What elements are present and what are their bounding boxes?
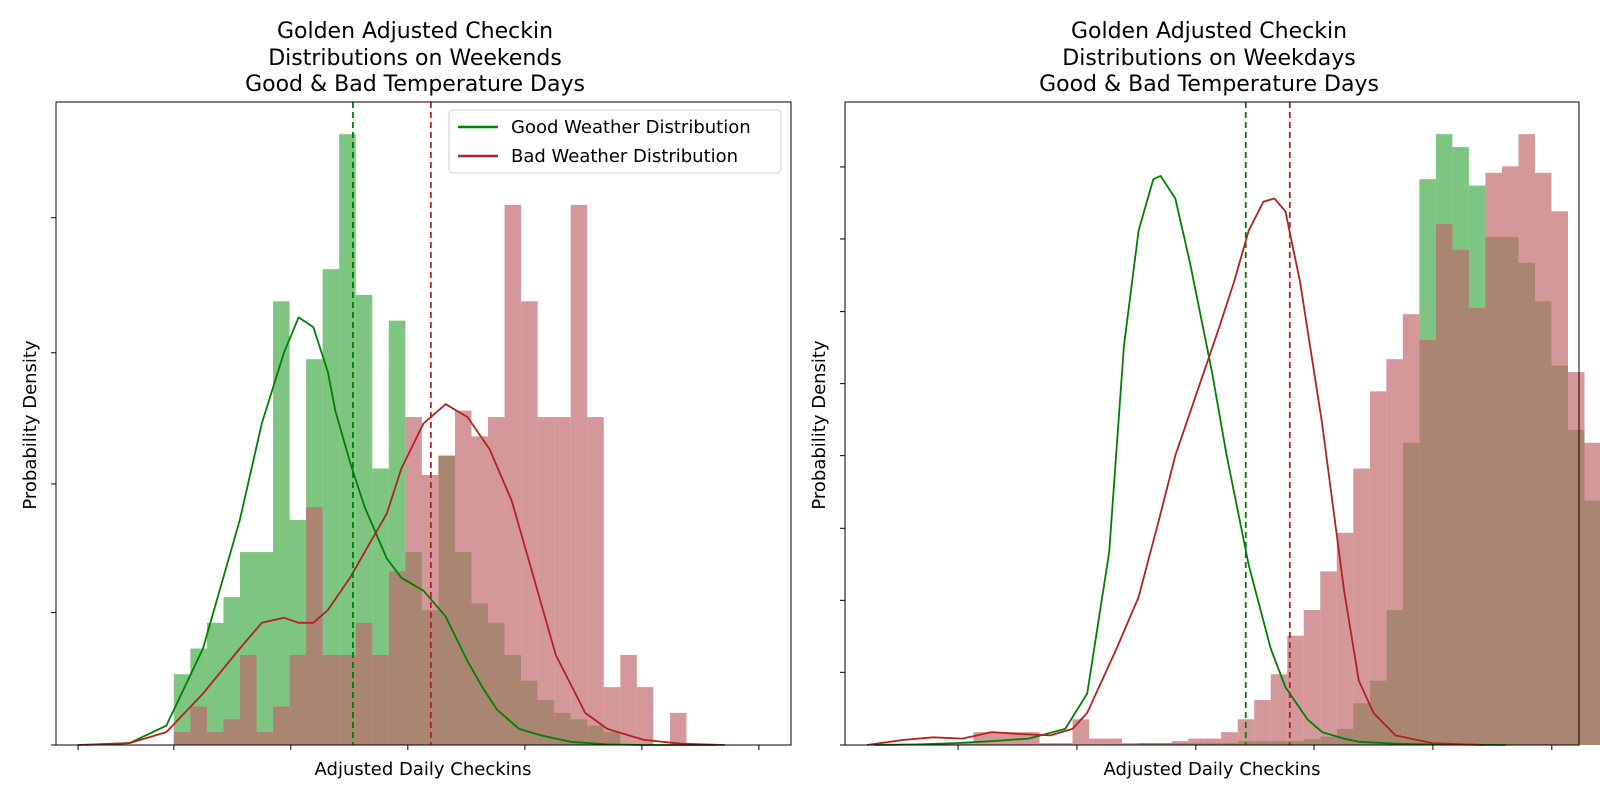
histogram-bar-bad — [1369, 391, 1387, 745]
histogram-bar-bad — [603, 687, 621, 745]
histogram-bar-bad — [1452, 249, 1469, 745]
histogram-bar-bad — [1551, 211, 1568, 745]
histogram-bar-bad — [1039, 743, 1057, 745]
histogram-bar-bad — [388, 571, 406, 745]
histogram-bar-bad — [355, 622, 373, 745]
histogram-bar-bad — [636, 687, 654, 745]
histogram-bar-bad — [1254, 699, 1271, 745]
histogram-bar-bad — [1386, 359, 1403, 745]
histogram-bar-bad — [1270, 674, 1288, 745]
histogram-bar-good — [339, 134, 356, 745]
histogram-bar-bad — [190, 706, 207, 745]
histogram-bar-bad — [471, 436, 489, 745]
histogram-bar-bad — [322, 654, 340, 745]
histogram-bar-good — [223, 597, 240, 745]
histogram-bar-bad — [989, 732, 1007, 745]
axes-frame — [844, 101, 1580, 746]
histogram-bar-bad — [1485, 172, 1502, 746]
plot-area-weekdays — [840, 102, 1600, 750]
histogram-bar-bad — [372, 654, 389, 745]
histogram-bar-bad — [454, 410, 472, 745]
histogram-bar-bad — [504, 204, 522, 745]
histogram-bar-bad — [306, 507, 323, 745]
histogram-bar-bad — [1105, 738, 1123, 745]
histogram-bar-bad — [1188, 738, 1205, 745]
histogram-bar-bad — [1171, 741, 1189, 745]
histogram-bar-bad — [1518, 134, 1535, 745]
histogram-bar-bad — [1435, 224, 1453, 746]
histogram-bar-bad — [1287, 635, 1304, 745]
histogram-bar-bad — [1221, 732, 1238, 745]
histogram-bar-bad — [421, 474, 439, 745]
histogram-bar-bad — [1204, 738, 1222, 745]
panel-weekends: Golden Adjusted Checkin Distributions on… — [20, 19, 792, 780]
histogram-bar-bad — [1303, 609, 1321, 745]
legend-frame — [448, 109, 782, 174]
legend-label-good: Good Weather Distribution — [511, 117, 751, 138]
histogram-bar-bad — [339, 654, 356, 745]
histogram-bar-bad — [956, 743, 974, 745]
histogram-bar-bad — [1419, 339, 1436, 745]
kde-line-bad — [77, 403, 725, 746]
histogram-bar-bad — [1056, 743, 1073, 745]
histogram-bar-bad — [173, 732, 191, 745]
histogram-bar-bad — [1402, 314, 1420, 745]
histogram-bar-good — [256, 552, 274, 745]
panel-weekdays: Golden Adjusted Checkin Distributions on… — [809, 19, 1600, 780]
histogram-bar-bad — [289, 654, 307, 745]
histogram-bar-bad — [1534, 172, 1552, 746]
histogram-bar-bad — [239, 654, 257, 745]
y-axis-label: Probability Density — [809, 340, 830, 510]
histogram-bar-bad — [570, 204, 588, 745]
histogram-bar-bad — [1320, 571, 1337, 745]
histogram-bar-bad — [1138, 743, 1156, 745]
x-axis-label: Adjusted Daily Checkins — [315, 759, 532, 780]
histogram-bar-bad — [521, 301, 538, 745]
histogram-bar-bad — [1336, 532, 1354, 745]
histogram-bar-bad — [1155, 743, 1172, 745]
legend-label-bad: Bad Weather Distribution — [511, 146, 738, 167]
histogram-bar-bad — [1567, 372, 1585, 745]
histogram-bar-bad — [1501, 166, 1519, 746]
histogram-bar-bad — [1072, 719, 1090, 745]
histogram-bar-bad — [1353, 468, 1370, 745]
histogram-bar-bad — [273, 706, 290, 745]
y-axis-label: Probability Density — [20, 340, 41, 510]
histogram-bar-bad — [488, 417, 505, 745]
histogram-bar-bad — [554, 417, 571, 745]
histogram-bar-bad — [620, 654, 637, 745]
histogram-bar-bad — [256, 732, 274, 745]
x-axis-label: Adjusted Daily Checkins — [1104, 759, 1321, 780]
plot-area-weekends — [51, 102, 760, 750]
axes-frame — [55, 101, 792, 746]
chart-title-line-1: Golden Adjusted Checkin — [277, 19, 553, 44]
histogram-bar-good — [173, 674, 191, 745]
histogram-bar-bad — [1122, 743, 1139, 745]
histogram-bar-good — [206, 622, 224, 745]
chart-title-line-3: Good & Bad Temperature Days — [245, 72, 585, 97]
histogram-bar-bad — [405, 417, 422, 745]
histogram-bar-good — [273, 301, 290, 745]
chart-title-line-2: Distributions on Weekends — [268, 46, 562, 71]
histogram-bar-bad — [1468, 307, 1486, 745]
legend: Good Weather Distribution Bad Weather Di… — [448, 109, 782, 174]
histogram-bar-bad — [587, 417, 604, 745]
histogram-bar-bad — [206, 732, 224, 745]
histogram-bar-bad — [223, 719, 240, 745]
histogram-bar-bad — [438, 455, 455, 745]
chart-title-line-2: Distributions on Weekdays — [1062, 46, 1355, 71]
histogram-bar-good — [322, 269, 340, 745]
kde-line-good — [874, 175, 1506, 746]
histogram-bar-bad — [669, 712, 687, 745]
chart-title-line-1: Golden Adjusted Checkin — [1071, 19, 1347, 44]
histogram-bar-bad — [1006, 732, 1023, 745]
histogram-bar-bad — [1089, 738, 1106, 745]
kde-line-bad — [866, 197, 1484, 746]
histogram-bar-bad — [1584, 442, 1600, 745]
histogram-bar-bad — [537, 417, 555, 745]
chart-title-line-3: Good & Bad Temperature Days — [1039, 72, 1379, 97]
